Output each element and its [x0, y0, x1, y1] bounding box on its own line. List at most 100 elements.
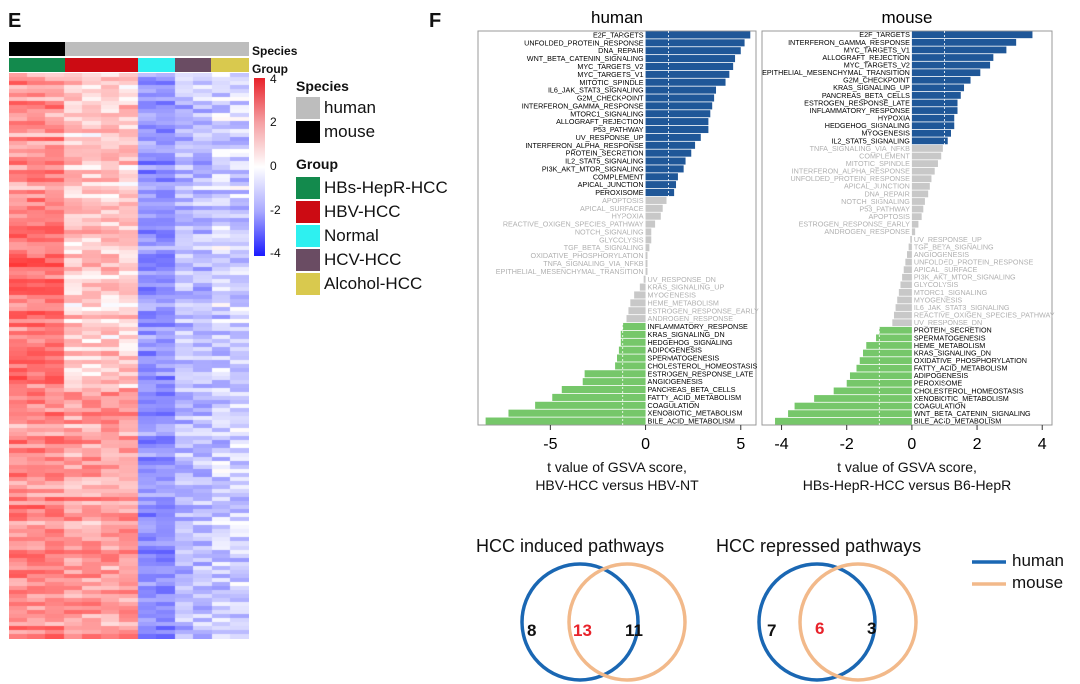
mouse-bar	[898, 289, 912, 296]
mouse-axis-tick-label: -4	[774, 436, 788, 453]
mouse-bar	[814, 395, 912, 402]
human-bar-label: PEROXISOME	[595, 188, 644, 197]
mouse-bar-label: MTORC1_SIGNALING	[914, 288, 988, 297]
human-axis-title: t value of GSVA score, HBV-HCC versus HB…	[478, 458, 756, 494]
mouse-bar-label: IL2_STAT5_SIGNALING	[831, 136, 910, 145]
mouse-bar	[788, 410, 912, 418]
human-bar-label: MYC_TARGETS_V1	[577, 70, 643, 79]
mouse-bar-label: INTERFERON_ALPHA_RESPONSE	[792, 167, 910, 176]
mouse-bar	[910, 235, 912, 243]
mouse-axis-title: t value of GSVA score, HBs-HepR-HCC vers…	[762, 458, 1052, 494]
mouse-bar	[911, 205, 924, 213]
mouse-bar	[907, 251, 912, 258]
human-bar-label: ALLOGRAFT_REJECTION	[556, 117, 643, 126]
human-bar	[645, 236, 652, 244]
mouse-bar-label: HYPOXIA	[878, 114, 910, 123]
human-bar	[628, 307, 646, 315]
human-bar	[645, 118, 709, 126]
human-bar-label: BILE_ACID_METABOLISM	[648, 417, 735, 426]
human-bar	[626, 315, 646, 323]
mouse-bar-label: UNFOLDED_PROTEIN_RESPONSE	[790, 174, 910, 183]
mouse-bar	[775, 417, 912, 425]
human-bar	[645, 141, 696, 149]
human-axis-tick-label: 0	[641, 436, 650, 453]
human-bar	[630, 299, 646, 307]
mouse-bar	[911, 54, 994, 61]
human-bar-label: GLYCOLYSIS	[599, 235, 644, 244]
group-hbv-segment	[65, 58, 138, 72]
human-bar	[645, 244, 650, 252]
human-bar-label: KRAS_SIGNALING_UP	[648, 283, 725, 292]
venn-induced-mouse-circle	[567, 562, 687, 682]
mouse-bar-label: ANDROGEN_RESPONSE	[824, 227, 910, 236]
mouse-bar	[911, 213, 922, 221]
human-bar-label: G2M_CHECKPOINT	[577, 94, 644, 103]
venn-repressed-title: HCC repressed pathways	[716, 536, 922, 556]
mouse-chart-title: mouse	[881, 8, 932, 27]
mouse-bar	[900, 281, 912, 289]
human-bar-label: WNT_BETA_CATENIN_SIGNALING	[527, 54, 644, 63]
mouse-bar-label: INFLAMMATORY_RESPONSE	[810, 106, 910, 115]
human-bar	[645, 267, 648, 275]
hcv-swatch	[296, 249, 320, 271]
mouse-bar-label: CHOLESTEROL_HOMEOSTASIS	[914, 386, 1024, 395]
gsva-bar-charts: humanE2F_TARGETSUNFOLDED_PROTEIN_RESPONS…	[477, 8, 1055, 453]
human-bar	[645, 125, 709, 134]
mouse-bar-label: NOTCH_SIGNALING	[841, 197, 910, 206]
human-bar-label: IL6_JAK_STAT3_SIGNALING	[548, 86, 644, 95]
mouse-axis-title-line1: t value of GSVA score,	[837, 459, 977, 475]
mouse-bar-label: ALLOGRAFT_REJECTION	[822, 53, 909, 62]
human-bar-label: ADIPOGENESIS	[648, 346, 703, 355]
group-hbs-segment	[9, 58, 65, 72]
human-bar-label: OXIDATIVE_PHOSPHORYLATION	[531, 251, 644, 260]
human-bar	[645, 173, 678, 181]
group-annotation-bar	[9, 58, 249, 72]
venn-legend-human-label: human	[1012, 551, 1064, 570]
venn-repressed-mouse-circle	[798, 562, 918, 682]
human-bar-label: TGF_BETA_SIGNALING	[564, 243, 644, 252]
human-bar-label: E2F_TARGETS	[593, 30, 644, 39]
mouse-bar	[863, 349, 912, 357]
species-annotation-bar	[9, 42, 249, 56]
species-legend-human: human	[296, 96, 376, 120]
group-legend-hbv: HBV-HCC	[296, 200, 448, 224]
colorbar-tick-0: 0	[270, 159, 277, 173]
mouse-bar-label: MYC_TARGETS_V1	[844, 45, 910, 54]
mouse-bar-label: PANCREAS_BETA_CELLS	[822, 91, 910, 100]
venn-induced-human-only: 8	[527, 621, 537, 640]
mouse-bar	[911, 84, 965, 92]
venn-diagrams	[520, 562, 918, 682]
mouse-bar-label: GLYCOLYSIS	[914, 280, 959, 289]
human-bar	[645, 94, 715, 102]
mouse-bar-label: IL6_JAK_STAT3_SIGNALING	[914, 303, 1010, 312]
mouse-bar-label: HEDGEHOG_SIGNALING	[825, 121, 910, 130]
mouse-bar	[911, 175, 932, 183]
human-bar	[582, 378, 646, 386]
human-bar-label: UV_RESPONSE_UP	[576, 133, 644, 142]
mouse-bar	[911, 182, 930, 190]
mouse-bar-label: COMPLEMENT	[859, 151, 910, 160]
group-legend-hbs-label: HBs-HepR-HCC	[324, 178, 448, 197]
human-bar	[645, 252, 648, 260]
human-bar-label: APICAL_SURFACE	[580, 204, 644, 213]
hbs-swatch	[296, 177, 320, 199]
mouse-bar	[833, 387, 912, 395]
human-bar-label: COMPLEMENT	[593, 172, 644, 181]
mouse-bar	[911, 107, 958, 114]
species-legend: Species human mouse	[296, 78, 376, 144]
species-mouse-segment	[9, 42, 65, 56]
group-legend-alcohol: Alcohol-HCC	[296, 272, 448, 296]
mouse-axis-title-line2: HBs-HepR-HCC versus B6-HepR	[802, 477, 1012, 493]
colorbar-tick-neg4: -4	[270, 246, 281, 260]
mouse-bar-label: TGF_BETA_SIGNALING	[914, 242, 994, 251]
mouse-bar	[859, 357, 912, 364]
human-bar-label: MYC_TARGETS_V2	[577, 62, 643, 71]
venn-legend-lines	[972, 560, 1006, 586]
human-bar-label: UNFOLDED_PROTEIN_RESPONSE	[524, 38, 644, 47]
mouse-bar	[876, 334, 912, 342]
mouse-bar-label: FATTY_ACID_METABOLISM	[914, 364, 1008, 373]
group-legend-alcohol-label: Alcohol-HCC	[324, 274, 423, 293]
human-bar-label: EPITHELIAL_MESENCHYMAL_TRANSITION	[496, 267, 644, 276]
human-bar	[645, 212, 661, 220]
alcohol-swatch	[296, 273, 320, 295]
